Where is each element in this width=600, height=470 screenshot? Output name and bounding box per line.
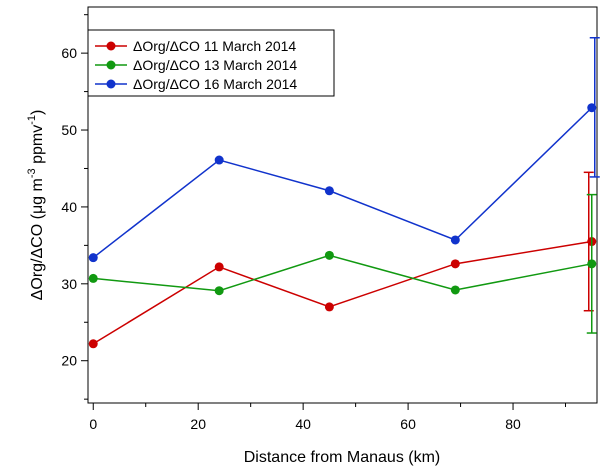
data-point xyxy=(324,250,334,260)
x-tick-label: 60 xyxy=(400,416,416,432)
y-tick-label: 40 xyxy=(61,199,77,215)
data-point xyxy=(214,155,224,165)
y-tick-label: 50 xyxy=(61,122,77,138)
x-axis-title: Distance from Manaus (km) xyxy=(244,449,441,466)
data-point xyxy=(88,273,98,283)
x-tick-label: 40 xyxy=(295,416,311,432)
data-point xyxy=(88,253,98,263)
y-axis-title: ΔOrg/ΔCO (μg m-3 ppmv-1) xyxy=(26,110,46,301)
y-tick-label: 20 xyxy=(61,353,77,369)
data-point xyxy=(324,302,334,312)
x-tick-label: 80 xyxy=(505,416,521,432)
legend-label: ΔOrg/ΔCO 11 March 2014 xyxy=(133,38,296,54)
y-tick-label: 60 xyxy=(61,45,77,61)
data-point xyxy=(88,339,98,349)
series-1 xyxy=(88,171,597,349)
series-3 xyxy=(88,37,600,263)
legend-marker xyxy=(106,60,116,70)
legend-box xyxy=(87,29,335,97)
x-tick-label: 20 xyxy=(190,416,206,432)
data-point xyxy=(450,285,460,295)
x-tick-label: 0 xyxy=(89,416,97,432)
legend-marker xyxy=(106,41,116,51)
series-2 xyxy=(88,193,597,334)
legend-marker xyxy=(106,79,116,89)
series-line xyxy=(92,107,593,259)
data-point xyxy=(324,186,334,196)
series-layer xyxy=(88,37,600,349)
series-line xyxy=(92,240,592,345)
y-tick-label: 30 xyxy=(61,276,77,292)
x-axis: 0 20 40 60 80 xyxy=(89,403,567,432)
plot-frame xyxy=(87,6,598,404)
data-point xyxy=(214,286,224,296)
legend: ΔOrg/ΔCO 11 March 2014 ΔOrg/ΔCO 13 March … xyxy=(87,29,335,97)
data-point xyxy=(450,235,460,245)
data-point xyxy=(450,259,460,269)
data-point xyxy=(587,103,597,113)
data-point xyxy=(587,259,597,269)
y-axis: 20 30 40 50 60 xyxy=(61,14,88,400)
data-point xyxy=(214,262,224,272)
legend-label: ΔOrg/ΔCO 13 March 2014 xyxy=(133,57,297,73)
legend-label: ΔOrg/ΔCO 16 March 2014 xyxy=(133,76,297,92)
series-line xyxy=(93,254,592,292)
